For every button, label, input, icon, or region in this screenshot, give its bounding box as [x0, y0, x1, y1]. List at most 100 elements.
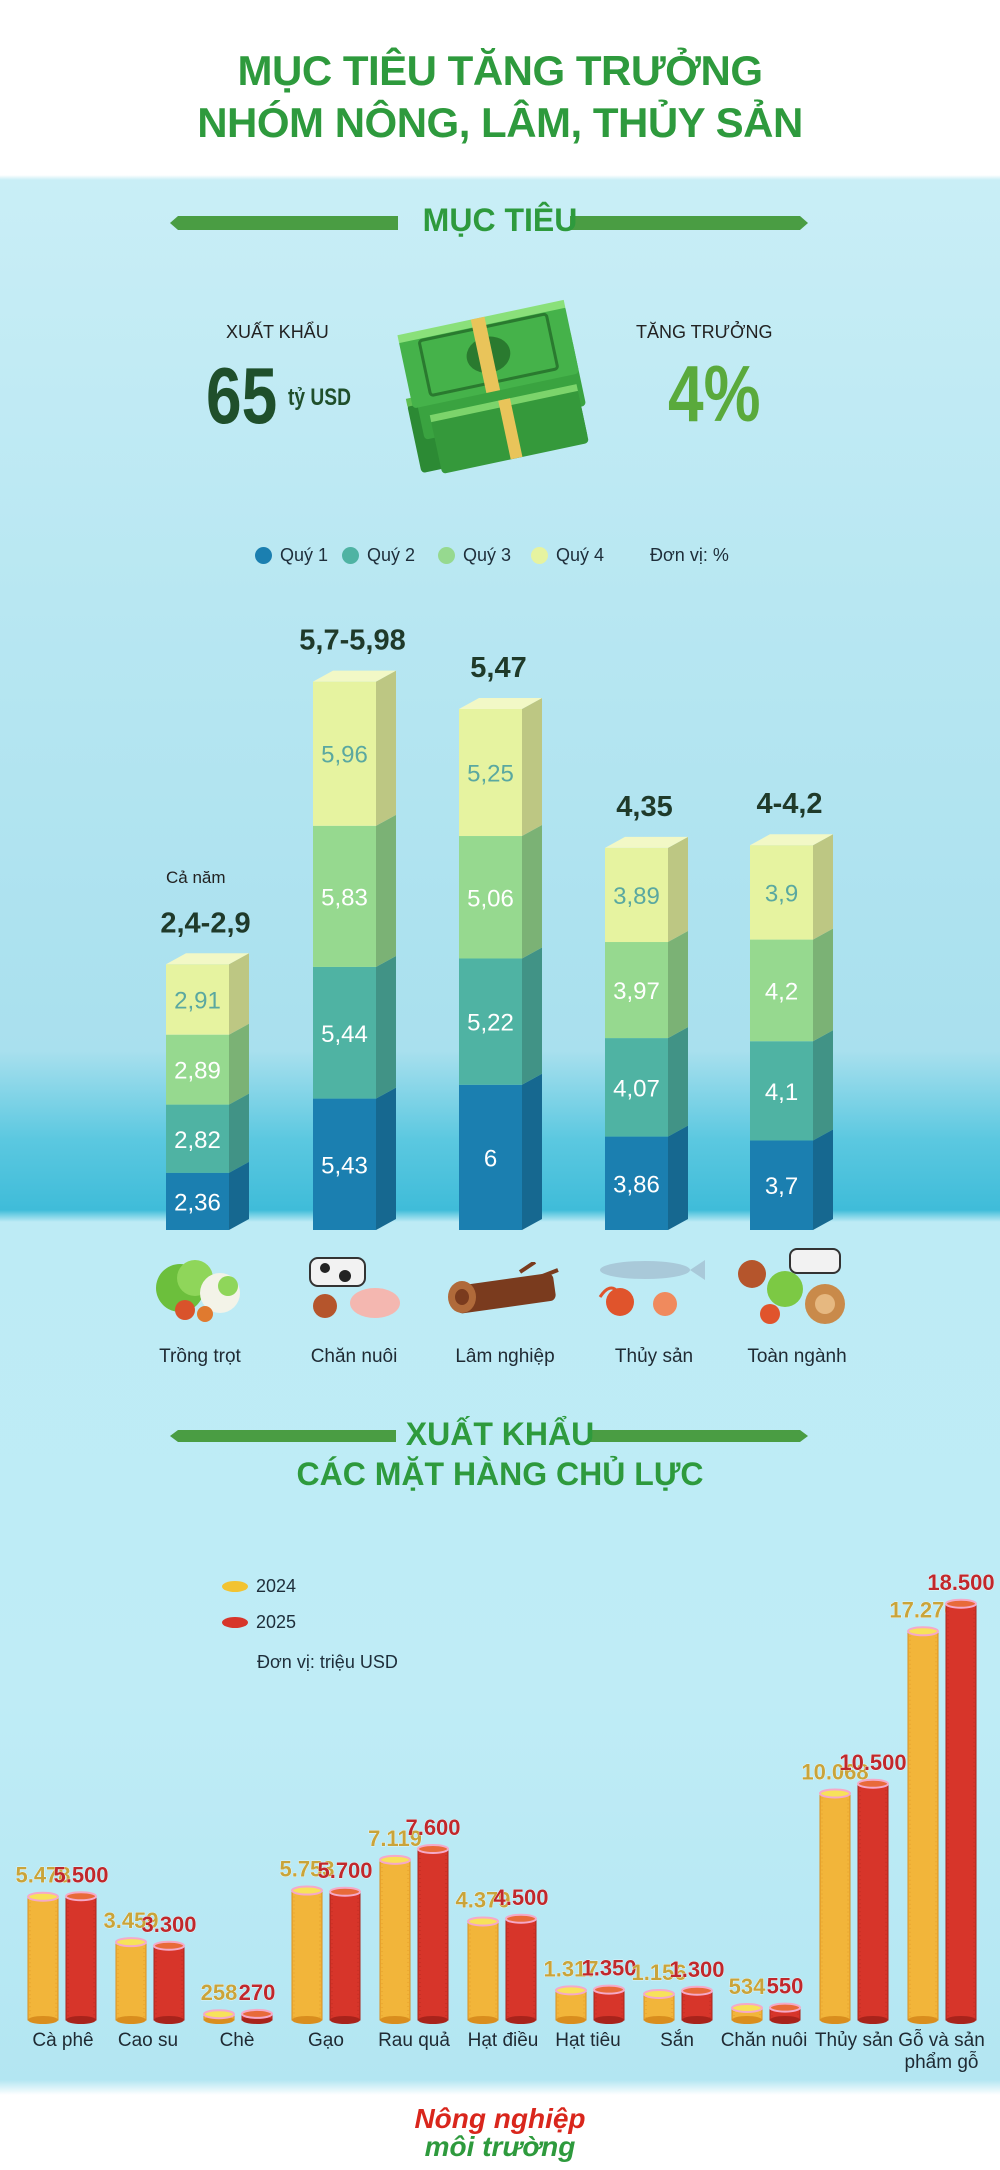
export-bar-base [682, 2016, 712, 2024]
export-value-label: 18.500 [927, 1570, 994, 1595]
export-bar-base [556, 2016, 586, 2024]
export-bar-base [770, 2016, 800, 2024]
export-bar-top [769, 2002, 801, 2013]
growth-bar-segment [459, 958, 522, 1085]
export-value-label: 4.500 [493, 1885, 548, 1910]
growth-bar-segment [313, 825, 376, 967]
export-label-san: Sắn [660, 2030, 694, 2051]
category-label-toan-nganh: Toàn ngành [747, 1346, 847, 1367]
growth-segment-label: 2,36 [174, 1189, 221, 1216]
export-value-label: 10.500 [839, 1750, 906, 1775]
export-bar-top [907, 1626, 939, 1637]
banner-right-tip [800, 216, 808, 230]
export-label-hat-tieu: Hạt tiêu [555, 2030, 621, 2051]
export-label-ca-phe: Cà phê [32, 2030, 94, 2051]
livestock-icon [309, 1257, 400, 1318]
growth-bar-top [459, 697, 542, 709]
export-label-gao: Gạo [308, 2030, 344, 2051]
growth-bar-segment [605, 1136, 668, 1230]
export-bar-base [292, 2016, 322, 2024]
growth-segment-label: 3,9 [765, 880, 798, 907]
export-bar-base [380, 2016, 410, 2024]
export-bar [945, 1603, 977, 2021]
export-bar-base [506, 2016, 536, 2024]
growth-bar-segment [166, 1034, 229, 1105]
export-value-label: 10.068 [801, 1759, 868, 1784]
growth-label: TĂNG TRƯỞNG [636, 322, 773, 342]
growth-bar-side [813, 1030, 833, 1141]
export-value-label: 1.300 [669, 1957, 724, 1982]
growth-segment-label: 3,89 [613, 883, 660, 910]
targets-title: MỤC TIÊU [422, 202, 578, 238]
export-bar-base [594, 2016, 624, 2024]
export-banner-left-tip [170, 1430, 178, 1442]
growth-bar-segment [166, 1172, 229, 1230]
export-bar-top [593, 1984, 625, 1995]
export-bar-top [65, 1891, 97, 1902]
growth-annual-label: 4-4,2 [756, 788, 822, 820]
export-bar-top [857, 1778, 889, 1789]
growth-annual-label: 5,7-5,98 [299, 625, 405, 657]
growth-annual-label: 4,35 [616, 791, 672, 823]
growth-bar-segment [459, 708, 522, 837]
export-value-label: 1.350 [581, 1956, 636, 1981]
growth-segment-label: 3,7 [765, 1173, 798, 1200]
legend-q4-swatch [531, 547, 548, 564]
export-bar [819, 1792, 851, 2021]
legend-q1: Quý 1 [255, 545, 328, 566]
export-bar-base [908, 2016, 938, 2024]
export-value-label: 3.300 [141, 1912, 196, 1937]
export-value-label: 1.156 [631, 1960, 686, 1985]
growth-bar-side [522, 1073, 542, 1230]
export-bar-base [154, 2016, 184, 2024]
growth-bar-side [376, 670, 396, 826]
growth-segment-label: 2,91 [174, 987, 221, 1014]
growth-bar-top [313, 670, 396, 682]
growth-bar-side [813, 834, 833, 940]
export-bar-top [203, 2009, 235, 2020]
export-bar-base [858, 2016, 888, 2024]
export-value-label: 5.753 [279, 1857, 334, 1882]
export-bar-top [27, 1891, 59, 1902]
growth-segment-label: 5,83 [321, 884, 368, 911]
export-bar [65, 1895, 97, 2021]
all-sectors-icon [738, 1248, 845, 1324]
growth-bar-top [750, 834, 833, 846]
export-bar-top [681, 1985, 713, 1996]
growth-bar-side [668, 1125, 688, 1230]
legend-q4-label: Quý 4 [556, 545, 605, 565]
growth-bar-segment [750, 845, 813, 940]
growth-bar-side [668, 1027, 688, 1137]
export-bar-base [418, 2016, 448, 2024]
growth-segment-label: 4,07 [613, 1075, 660, 1102]
export-bar [379, 1859, 411, 2021]
legend-2025: 2025 [222, 1612, 296, 1633]
growth-annual-label: 5,47 [470, 652, 526, 684]
export-bar-base [28, 2016, 58, 2024]
growth-bar-side [668, 931, 688, 1039]
growth-unit: Đơn vị: % [650, 545, 729, 565]
export-bar-top [643, 1988, 675, 1999]
vegetables-icon [156, 1260, 240, 1322]
growth-bar-segment [459, 836, 522, 959]
export-value-label: 17.276 [889, 1597, 956, 1622]
growth-segment-label: 5,43 [321, 1152, 368, 1179]
export-title-line2: CÁC MẶT HÀNG CHỦ LỰC [296, 1456, 704, 1492]
export-banner-right-tip [800, 1430, 808, 1442]
growth-segment-label: 5,44 [321, 1021, 368, 1048]
export-bar-top [291, 1885, 323, 1896]
export-bar-base [330, 2016, 360, 2024]
growth-segment-label: 5,25 [467, 760, 514, 787]
legend-q3: Quý 3 [438, 545, 511, 566]
legend-q3-swatch [438, 547, 455, 564]
legend-q1-swatch [255, 547, 272, 564]
export-value-label: 5.700 [317, 1858, 372, 1883]
legend-q2-swatch [342, 547, 359, 564]
export-value-label: 5.478 [15, 1863, 70, 1888]
category-label-thuy-san: Thủy sản [614, 1346, 694, 1367]
export-bar-top [153, 1940, 185, 1951]
logo-line2: môi trường [424, 2131, 576, 2162]
export-bar [329, 1891, 361, 2021]
